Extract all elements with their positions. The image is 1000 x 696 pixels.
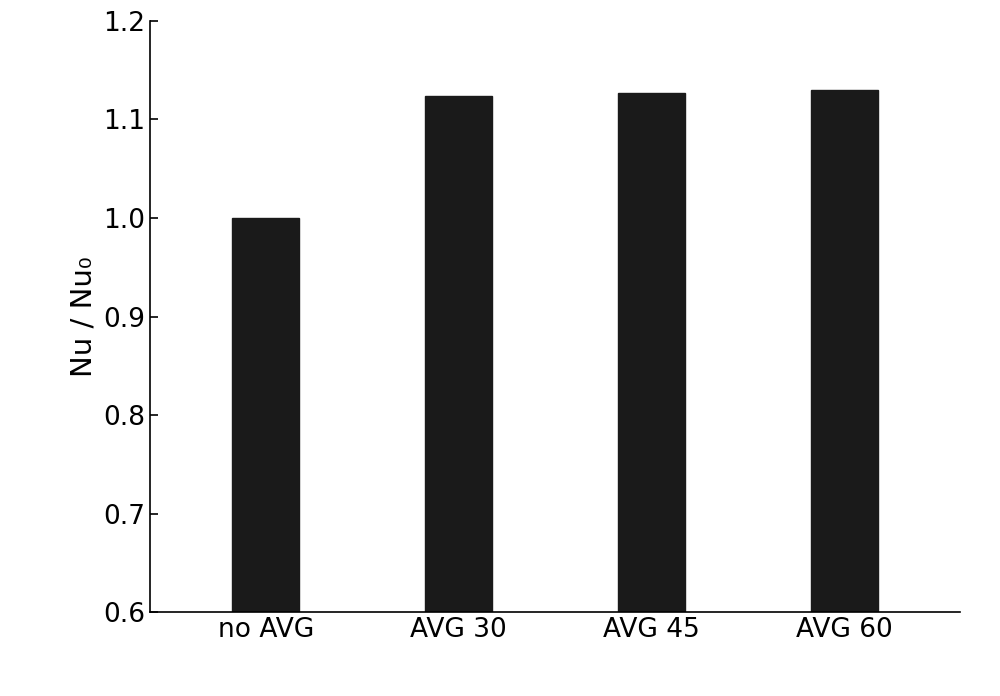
Y-axis label: Nu / Nu₀: Nu / Nu₀ xyxy=(70,256,98,377)
Bar xyxy=(811,90,878,612)
Bar xyxy=(425,96,492,612)
Bar xyxy=(232,218,299,612)
Bar xyxy=(618,93,685,612)
